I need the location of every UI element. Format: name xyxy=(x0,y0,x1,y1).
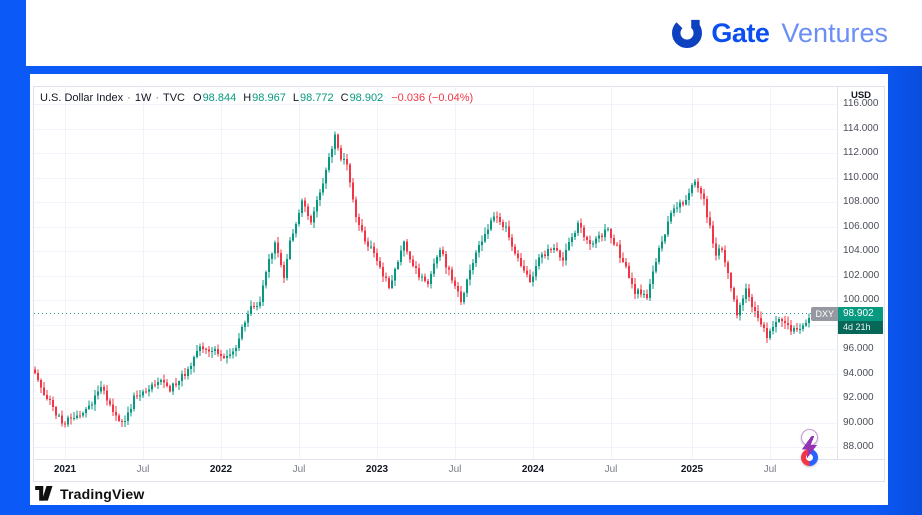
brand-name: Gate xyxy=(711,17,770,48)
currency-label: USD xyxy=(850,90,872,101)
price-axis-label: 102.000 xyxy=(843,269,880,281)
interval-label[interactable]: 1W xyxy=(134,92,152,104)
price-axis-label: 88.000 xyxy=(843,441,874,453)
price-axis-label: 94.000 xyxy=(843,367,874,379)
time-axis-label[interactable]: 2023 xyxy=(365,464,389,475)
ohlc-l: L98.772 xyxy=(292,92,334,104)
ohlc-values: O98.844 H98.967 L98.772 C98.902 xyxy=(193,92,390,104)
boost-lightning-icon[interactable] xyxy=(801,429,818,459)
time-axis-label[interactable]: Jul xyxy=(448,464,462,475)
price-axis-label: 96.000 xyxy=(843,343,874,355)
time-axis-label[interactable]: Jul xyxy=(763,464,777,475)
brand-suffix: Ventures xyxy=(781,17,888,48)
symbol-badge: DXY xyxy=(811,306,838,321)
price-axis-label: 100.000 xyxy=(843,294,880,306)
price-axis-label: 106.000 xyxy=(843,220,880,232)
ohlc-c: C98.902 xyxy=(340,92,384,104)
price-tag-row: DXY 98.902 xyxy=(811,306,883,321)
chart-plot-area[interactable]: U.S. Dollar Index · 1W · TVC O98.844 H98.… xyxy=(34,87,838,466)
time-axis-label[interactable]: Jul xyxy=(292,464,306,475)
last-price-tag: DXY 98.902 4d 21h xyxy=(811,306,883,334)
candlestick-chart[interactable] xyxy=(34,87,838,460)
price-axis-label: 108.000 xyxy=(843,196,880,208)
price-axis-label: 110.000 xyxy=(843,171,879,183)
floating-bubbles xyxy=(801,429,818,466)
chart-card: U.S. Dollar Index · 1W · TVC O98.844 H98.… xyxy=(30,74,888,505)
gate-logo-icon xyxy=(672,18,703,48)
bar-countdown: 4d 21h xyxy=(838,320,883,334)
time-axis-label[interactable]: 2022 xyxy=(209,464,233,475)
time-axis[interactable]: 2021 Jul 2022 Jul 2023 Jul 2024 Jul 2025 Jul xyxy=(34,459,884,481)
time-axis-label[interactable]: 2025 xyxy=(680,464,704,475)
sentiment-donut-icon[interactable] xyxy=(801,449,818,466)
legend-separator: · xyxy=(127,92,131,104)
price-axis[interactable]: USD 116.000 114.000 112.000 110.000 108.000 1… xyxy=(837,87,884,460)
header-band: Gate Ventures xyxy=(26,0,922,66)
chart-legend[interactable]: U.S. Dollar Index · 1W · TVC O98.844 H98.… xyxy=(40,92,473,104)
donut-center xyxy=(806,454,813,461)
time-axis-label[interactable]: 2021 xyxy=(53,464,77,475)
symbol-title[interactable]: U.S. Dollar Index xyxy=(40,92,124,104)
price-axis-label: 92.000 xyxy=(843,392,874,404)
tradingview-wordmark: TradingView xyxy=(60,486,145,502)
price-axis-label: 114.000 xyxy=(843,122,879,134)
exchange-label: TVC xyxy=(163,92,185,104)
change-value: −0.036 (−0.04%) xyxy=(391,92,474,104)
price-axis-label: 112.000 xyxy=(843,147,879,159)
price-axis-label: 104.000 xyxy=(843,245,880,257)
chart-container: U.S. Dollar Index · 1W · TVC O98.844 H98.… xyxy=(33,86,885,482)
ohlc-h: H98.967 xyxy=(243,92,286,104)
price-axis-label: 90.000 xyxy=(843,416,874,428)
gate-ventures-logo: Gate Ventures xyxy=(672,18,888,49)
lightning-bolt-icon xyxy=(801,436,818,459)
tradingview-attribution[interactable]: TradingView xyxy=(35,486,144,502)
time-axis-label[interactable]: 2024 xyxy=(521,464,545,475)
legend-separator: · xyxy=(155,92,159,104)
tradingview-logo-icon xyxy=(35,486,53,501)
time-axis-label[interactable]: Jul xyxy=(604,464,618,475)
last-price-value: 98.902 xyxy=(838,306,883,321)
price-axis-label: 116.000 xyxy=(843,98,879,110)
ohlc-o: O98.844 xyxy=(193,92,237,104)
time-axis-label[interactable]: Jul xyxy=(136,464,150,475)
